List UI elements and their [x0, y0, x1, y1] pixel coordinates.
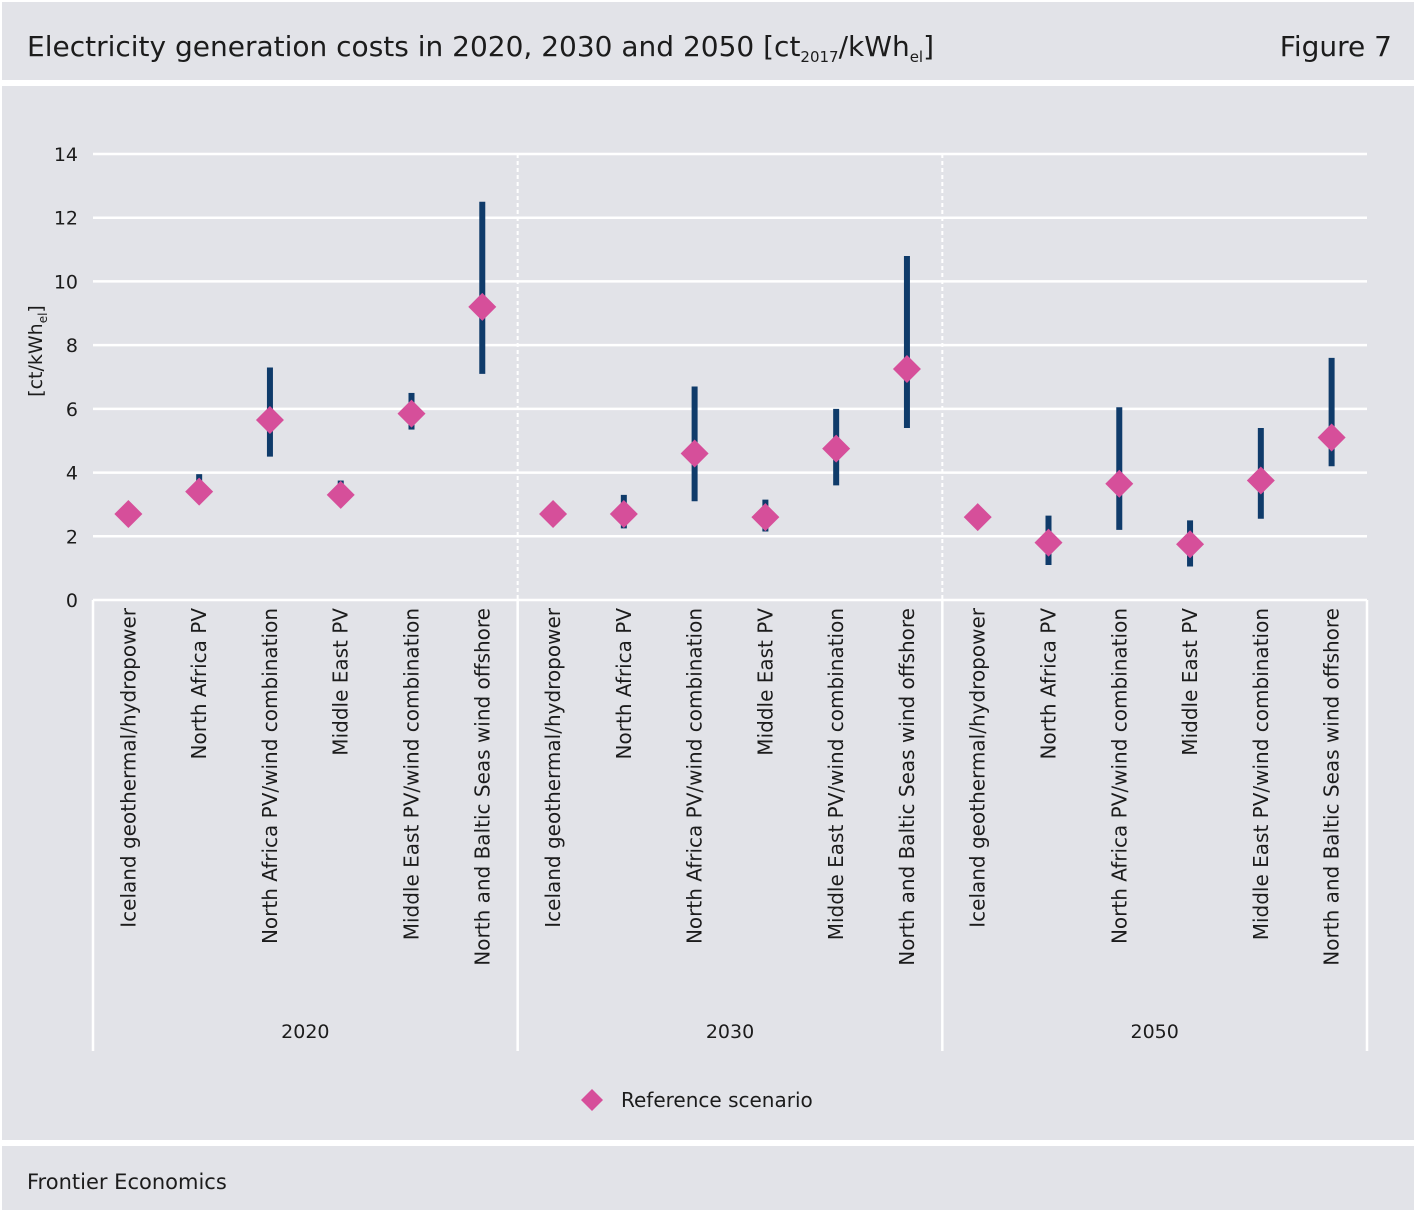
category-label: North and Baltic Seas wind offshore — [470, 608, 494, 966]
title-end: ] — [923, 30, 935, 63]
reference-diamond — [1246, 466, 1275, 495]
title-mid: /kWh — [838, 30, 910, 63]
figure-header: Electricity generation costs in 2020, 20… — [2, 2, 1414, 80]
title-subscript-year: 2017 — [800, 48, 839, 66]
category-label: North Africa PV — [1037, 608, 1061, 760]
legend-diamond-icon — [581, 1089, 603, 1111]
chart-panel: 0 2 4 6 8 10 12 14 [ct/kWhel] Iceland geothermal/… — [2, 86, 1414, 1140]
group-label: 2050 — [1130, 1021, 1178, 1043]
category-label: North Africa PV — [612, 608, 636, 760]
figure-number: Figure 7 — [1279, 30, 1392, 63]
reference-diamond — [114, 499, 143, 528]
reference-diamond — [468, 292, 497, 321]
y-axis-title: [ct/kWhel] — [25, 305, 50, 397]
category-label: Middle East PV/wind combination — [400, 608, 424, 940]
category-label: North and Baltic Seas wind offshore — [1320, 608, 1344, 966]
category-label: Middle East PV — [1178, 608, 1202, 756]
reference-diamond — [1034, 528, 1063, 557]
reference-diamond — [255, 406, 284, 435]
y-tick-label: 2 — [66, 526, 78, 548]
category-label: North Africa PV/wind combination — [1107, 608, 1131, 944]
category-label: North Africa PV/wind combination — [683, 608, 707, 944]
y-tick-label: 6 — [66, 399, 78, 421]
reference-diamond — [539, 499, 568, 528]
reference-diamond — [397, 399, 426, 428]
category-label: Iceland geothermal/hydropower — [541, 607, 565, 928]
figure-title: Electricity generation costs in 2020, 20… — [27, 30, 934, 66]
category-label: Middle East PV/wind combination — [1249, 608, 1273, 940]
reference-diamond — [892, 355, 921, 384]
reference-diamond — [1176, 530, 1205, 559]
reference-diamond — [1317, 423, 1346, 452]
chart-svg: 0 2 4 6 8 10 12 14 [ct/kWhel] Iceland geothermal/… — [25, 144, 1369, 1112]
category-label: Iceland geothermal/hydropower — [966, 607, 990, 928]
category-label: North Africa PV/wind combination — [258, 608, 282, 944]
reference-diamond — [1105, 469, 1134, 498]
category-label: Middle East PV — [753, 608, 777, 756]
group-label: 2020 — [281, 1021, 329, 1043]
y-tick-label: 12 — [54, 208, 78, 230]
reference-diamond — [963, 503, 992, 532]
category-label: Middle East PV/wind combination — [824, 608, 848, 940]
title-main: Electricity generation costs in 2020, 20… — [27, 30, 801, 63]
category-label: Middle East PV — [329, 608, 353, 756]
title-subscript-el: el — [909, 48, 924, 66]
y-tick-label: 14 — [54, 144, 78, 166]
y-tick-label: 0 — [66, 590, 78, 612]
reference-diamond — [822, 434, 851, 463]
y-tick-label: 10 — [54, 271, 78, 293]
legend-label: Reference scenario — [621, 1088, 813, 1112]
category-label: North Africa PV — [187, 608, 211, 760]
y-tick-label: 4 — [66, 463, 78, 485]
reference-diamond — [680, 439, 709, 468]
figure-footer: Frontier Economics — [2, 1146, 1414, 1210]
reference-diamond — [326, 480, 355, 509]
reference-diamond — [609, 499, 638, 528]
category-label: North and Baltic Seas wind offshore — [895, 608, 919, 966]
reference-diamond — [185, 477, 214, 506]
group-label: 2030 — [706, 1021, 754, 1043]
source-note: Frontier Economics — [27, 1170, 227, 1194]
reference-diamond — [751, 503, 780, 532]
category-label: Iceland geothermal/hydropower — [116, 607, 140, 928]
y-tick-label: 8 — [66, 335, 78, 357]
